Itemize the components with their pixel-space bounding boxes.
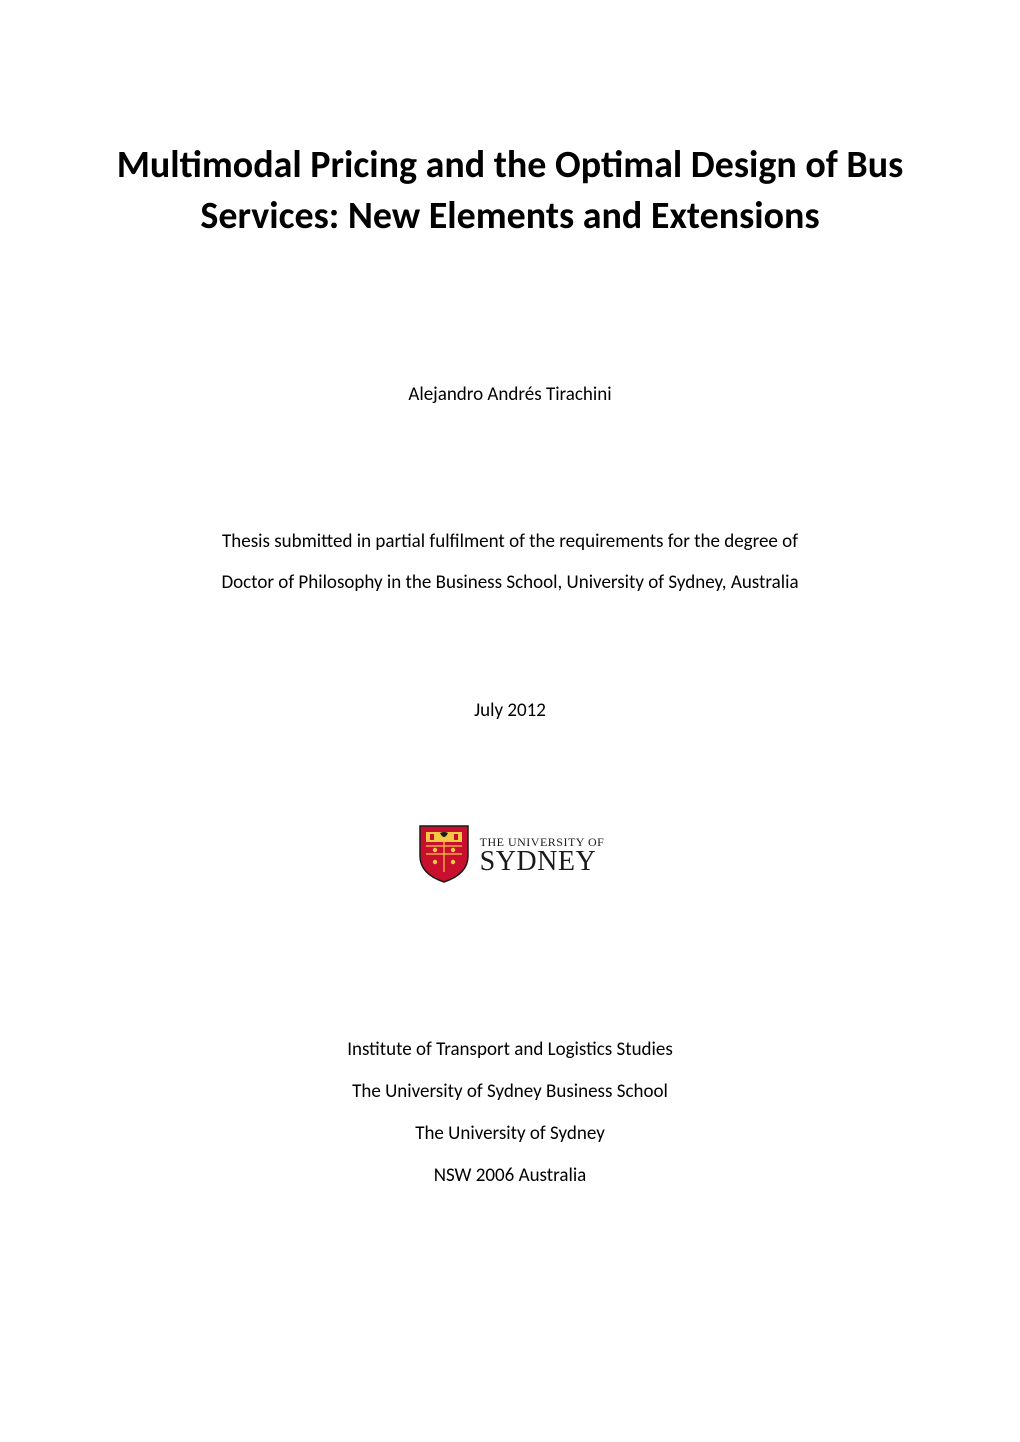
affiliation-line-3: The University of Sydney [110,1113,910,1155]
title-block: Multimodal Pricing and the Optimal Desig… [110,140,910,243]
logo-text: THE UNIVERSITY OF SYDNEY [480,836,605,876]
title-line-2: Services: New Elements and Extensions [110,191,910,242]
submission-line-1: Thesis submitted in partial fulfilment o… [110,521,910,563]
affiliation-line-1: Institute of Transport and Logistics Stu… [110,1029,910,1071]
submission-line-2: Doctor of Philosophy in the Business Sch… [110,562,910,604]
thesis-title-page: Multimodal Pricing and the Optimal Desig… [0,0,1020,1442]
logo-text-bottom: SYDNEY [480,848,605,876]
affiliation-line-4: NSW 2006 Australia [110,1155,910,1197]
logo-inner: THE UNIVERSITY OF SYDNEY [416,822,605,889]
affiliation-line-2: The University of Sydney Business School [110,1071,910,1113]
submission-block: Thesis submitted in partial fulfilment o… [110,521,910,605]
affiliation-block: Institute of Transport and Logistics Stu… [110,1029,910,1196]
university-crest-icon [416,822,472,889]
thesis-date: July 2012 [110,699,910,722]
author-name: Alejandro Andrés Tirachini [110,383,910,406]
title-line-1: Multimodal Pricing and the Optimal Desig… [110,140,910,191]
university-logo: THE UNIVERSITY OF SYDNEY [110,822,910,889]
